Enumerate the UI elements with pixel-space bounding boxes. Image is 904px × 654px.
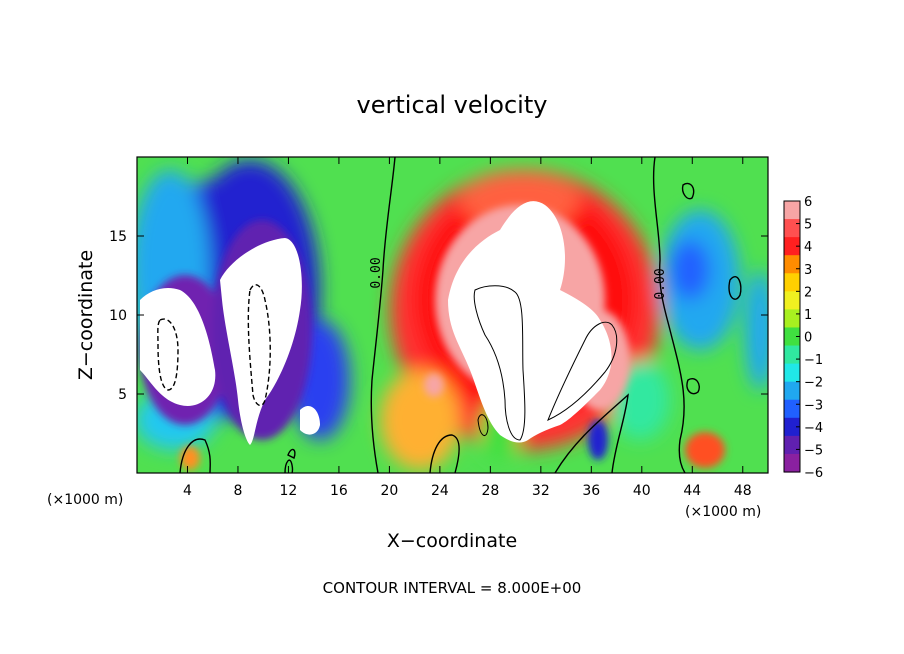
x-tick-label: 12 [280,483,298,499]
contour-lines [157,157,742,473]
y-tick-label: 10 [109,308,127,324]
x-unit-right: (×1000 m) [685,504,761,520]
x-tick-label: 40 [633,483,651,499]
contour-interval-note: CONTOUR INTERVAL = 8.000E+00 [323,579,582,597]
colorbar-segment [784,381,800,401]
colorbar-tick-label: −2 [804,376,823,391]
colorbar-segment [784,219,800,238]
y-axis-ticks: 5 10 15 [109,229,768,403]
y-tick-label: 5 [118,387,127,403]
colorbar-segment [784,345,800,365]
x-axis-label: X−coordinate [387,530,517,552]
colorbar-tick-label: 1 [804,308,812,323]
chart-title: vertical velocity [357,91,548,119]
colorbar-segment [784,201,800,220]
colorbar-segment [784,363,800,383]
colorbar-segment [784,453,800,473]
colorbar-segment [784,291,800,310]
colorbar-tick-label: 6 [804,195,812,210]
colorbar-tick-label: 5 [804,218,812,233]
colorbar-tick-label: −5 [804,443,823,458]
y-tick-label: 15 [109,229,127,245]
colorbar-tick-label: −4 [804,421,823,436]
colorbar-segment [784,399,800,419]
colorbar-tick-label: 4 [804,240,812,255]
contour-label-right: 0.00 [653,268,668,299]
colorbar: 6 5 4 3 2 1 0 −1 −2 −3 −4 −5 −6 [783,195,823,481]
x-axis-ticks: 4 8 12 16 20 24 28 32 36 40 44 48 [183,157,752,499]
colorbar-segment [784,255,800,274]
colorbar-segment [784,273,800,292]
colorbar-segment [784,327,800,347]
x-tick-label: 28 [481,483,499,499]
colorbar-segment [784,309,800,329]
contour-labels: 0.00 0.00 [369,257,668,299]
x-tick-label: 16 [330,483,348,499]
x-tick-label: 48 [734,483,752,499]
colorbar-tick-label: 0 [804,331,812,346]
colorbar-tick-label: 2 [804,285,812,300]
x-tick-label: 32 [532,483,550,499]
x-tick-label: 8 [233,483,242,499]
colorbar-segment [784,237,800,256]
x-tick-label: 24 [431,483,449,499]
colorbar-tick-label: −1 [804,353,823,368]
contour-label-left: 0.00 [369,257,384,288]
x-unit-left: (×1000 m) [47,492,123,508]
colorbar-tick-label: 3 [804,263,812,278]
x-tick-label: 20 [380,483,398,499]
heatmap-field [137,157,768,473]
x-tick-label: 36 [582,483,600,499]
x-tick-label: 44 [683,483,701,499]
colorbar-tick-label: −6 [804,466,823,481]
y-axis-label: Z−coordinate [75,250,97,380]
colorbar-segment [784,435,800,455]
colorbar-segment [784,417,800,437]
x-tick-label: 4 [183,483,192,499]
colorbar-tick-label: −3 [804,398,823,413]
